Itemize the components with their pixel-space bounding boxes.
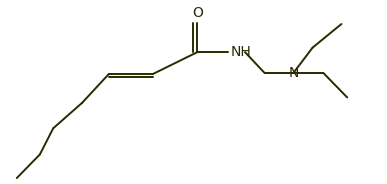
Text: N: N — [288, 66, 299, 80]
Text: NH: NH — [231, 45, 252, 59]
Text: O: O — [192, 6, 203, 20]
